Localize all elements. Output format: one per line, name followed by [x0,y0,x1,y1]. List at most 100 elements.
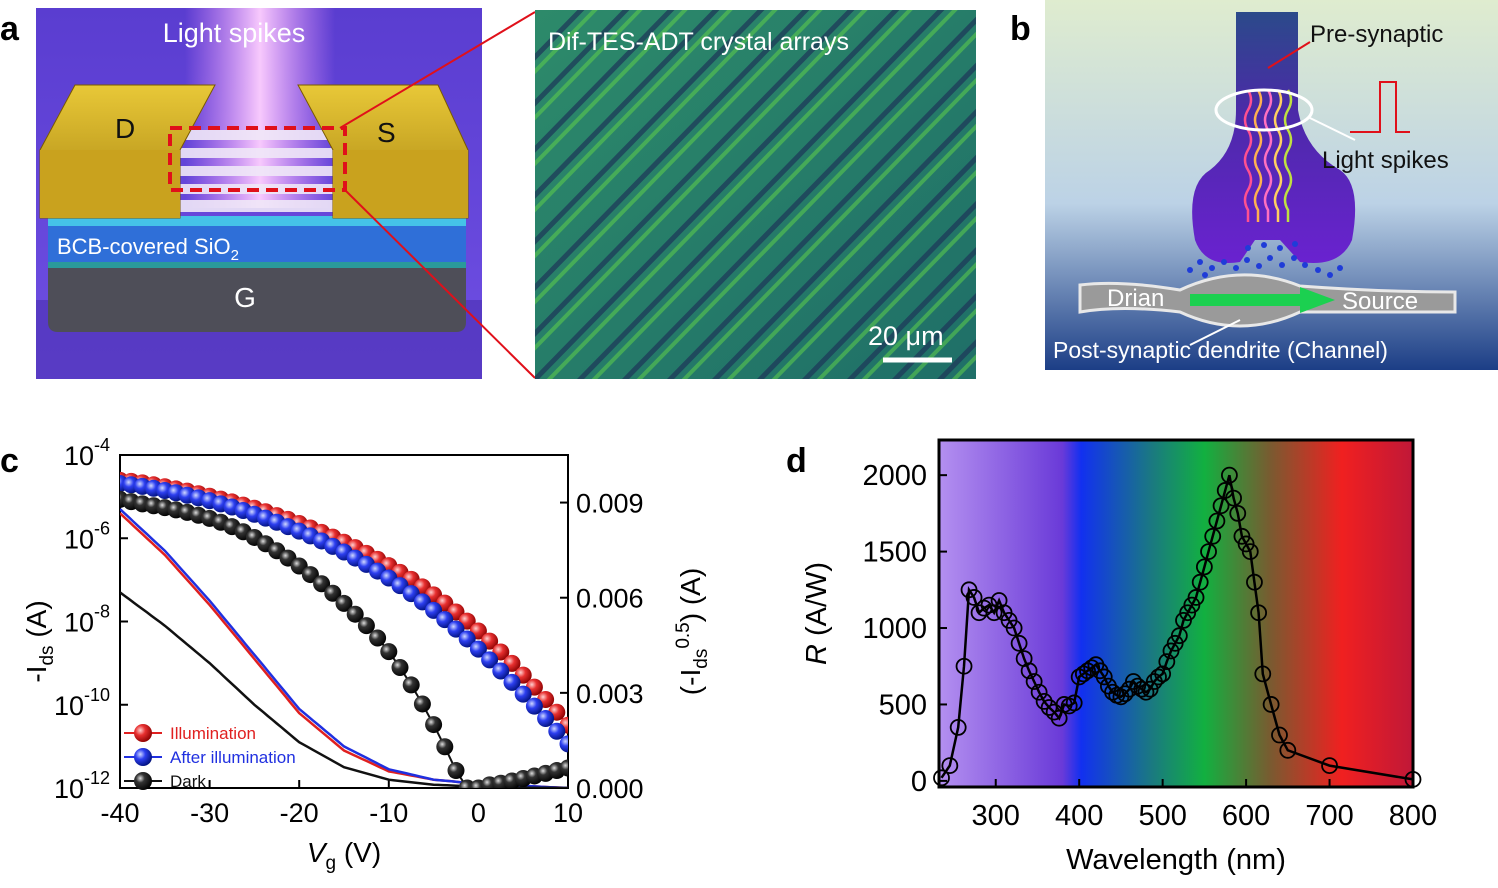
light-spikes-label-b: Light spikes [1322,147,1449,174]
sqrt-point-after_illumination [436,611,454,629]
y-axis-label-right-c: (-Ids0.5) (A) [673,568,712,695]
sqrt-point-dark [402,676,420,694]
crystal-ribbon [591,10,958,379]
x-axis-label-d: Wavelength (nm) [1066,844,1286,876]
responsivity-point [1191,573,1209,591]
crystal-edge [535,10,720,199]
crystal-ribbon [535,10,643,121]
chart-c: -40 -30 -20 -10 0 10 10-4 10-6 10-8 10-10 10-12 0.0… [21,435,712,874]
responsivity-point [1187,589,1205,606]
crystal-edge [535,10,675,153]
y-tick-label-left-c: 10-4 [64,435,110,471]
crystal-ribbon [546,10,913,379]
sqrt-point-dark [447,762,465,780]
sqrt-point-after_illumination [469,640,487,658]
crystal-ribbon [861,261,976,379]
crystal-edge [757,154,976,379]
responsivity-point [1241,543,1259,560]
legend-c: Illumination After illumination Dark [124,724,296,791]
responsivity-point [1079,662,1096,680]
responsivity-point [1074,665,1092,683]
crystal-ribbon [535,10,733,213]
y-tick-label-left-c: 10-8 [64,602,110,638]
micrograph [535,10,976,379]
sqrt-point-dark [313,575,331,593]
crystal-ribbon [535,10,778,259]
x-tick-label-d: 400 [1055,800,1103,832]
sqrt-point-after_illumination [447,620,465,638]
device-illustration [36,8,482,379]
y-tick-label-d: 1000 [862,613,927,645]
sqrt-point-after_illumination [514,685,532,703]
x-tick-label-d: 800 [1389,800,1437,832]
crystal-ribbon [535,10,598,75]
responsivity-point [1104,683,1121,701]
legend-label: Illumination [170,724,256,743]
x-tick-label-c: -20 [280,798,319,828]
panel-letter-d: d [786,442,807,480]
synapse-illustration [1045,0,1498,370]
zoom-line-bottom [344,189,536,379]
crystal-ribbon [726,123,976,379]
crystal-edge [535,10,810,291]
responsivity-point [1225,489,1242,507]
sqrt-point-dark [324,584,342,602]
responsivity-point [933,769,950,787]
responsivity-point [1010,634,1028,652]
crystal-ribbon [771,169,976,379]
responsivity-point [1221,466,1238,484]
y-tick-label-d: 1500 [862,537,927,569]
responsivity-point [1150,668,1167,686]
x-tick-label-c: 10 [553,798,583,828]
legend-marker [134,748,152,766]
sqrt-point-after_illumination [492,662,510,680]
dielectric-label: BCB-covered SiO2 [57,234,239,264]
crystal-ribbon [816,215,976,379]
pre-synaptic-label: Pre-synaptic [1310,21,1443,48]
sqrt-point-after_illumination [458,630,476,648]
responsivity-point [1116,685,1134,703]
responsivity-point [1271,726,1288,744]
panel-letter-b: b [1010,10,1031,48]
responsivity-point [1020,662,1038,680]
sqrt-point-after_illumination [425,601,443,619]
responsivity-point [965,589,983,606]
responsivity-point [1030,683,1048,701]
responsivity-point [1025,673,1043,690]
responsivity-point [1170,627,1188,645]
y-axis-label-d: R (A/W) [801,562,833,665]
crystal-stripes [535,10,976,379]
sqrt-point-after_illumination [503,673,521,691]
crystal-ribbon [681,77,976,379]
legend-label: Dark [170,772,206,791]
chart-d: 300 400 500 600 700 800 0 500 1000 1500 2000 Wavele… [801,438,1437,876]
sqrt-point-dark [559,759,568,777]
responsivity-point [1035,692,1053,710]
responsivity-point [1250,604,1268,622]
sqrt-point-dark [357,617,375,635]
responsivity-point [955,657,973,675]
x-tick-label-c: 0 [471,798,486,828]
crystal-edge [535,10,630,107]
y-tick-label-right-c: 0.000 [576,774,644,804]
drain-label: D [115,113,135,144]
crystal-edge [535,10,585,61]
responsivity-point [1154,665,1172,683]
sqrt-point-dark [413,695,431,713]
responsivity-point [1254,665,1272,683]
responsivity-point [1065,694,1083,712]
crystal-edge [712,108,976,379]
crystal-edge [535,10,900,379]
source-label-b: Source [1342,288,1418,315]
x-tick-label-c: -10 [369,798,408,828]
panel-letter-a: a [0,10,20,48]
panel-letter-c: c [0,442,19,480]
y-tick-label-right-c: 0.006 [576,584,644,614]
legend-marker [134,772,152,790]
responsivity-point [1321,757,1338,774]
crystal-edge [802,200,976,379]
post-synaptic-label: Post-synaptic dendrite (Channel) [1053,337,1388,363]
scale-bar-label: 20 μm [868,321,944,351]
x-tick-label-d: 700 [1305,800,1353,832]
light-spikes-label: Light spikes [163,18,306,48]
